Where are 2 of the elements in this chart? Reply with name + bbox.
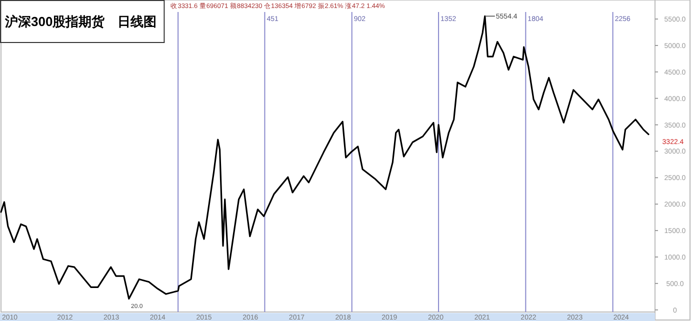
- text: 沪深300股指期货 日线图: [4, 14, 157, 29]
- line-series: [0, 15, 650, 300]
